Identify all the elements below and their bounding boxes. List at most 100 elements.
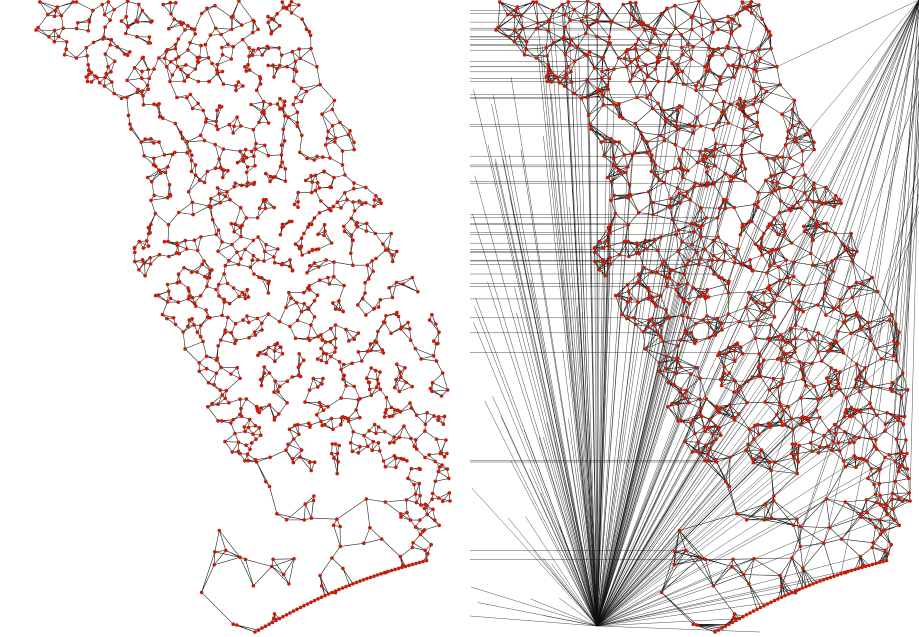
graph-node bbox=[296, 191, 300, 195]
graph-node bbox=[700, 23, 704, 27]
graph-node bbox=[253, 330, 257, 334]
graph-node bbox=[676, 250, 680, 254]
graph-node bbox=[257, 628, 261, 632]
graph-node bbox=[433, 460, 437, 464]
graph-node bbox=[175, 251, 179, 255]
graph-node bbox=[837, 425, 841, 429]
graph-node bbox=[871, 541, 875, 545]
graph-node bbox=[768, 222, 772, 226]
graph-node bbox=[286, 115, 290, 119]
graph-node bbox=[647, 289, 651, 293]
graph-node bbox=[317, 265, 321, 269]
graph-node bbox=[692, 286, 696, 290]
graph-node bbox=[190, 153, 194, 157]
graph-node bbox=[191, 107, 195, 111]
graph-node bbox=[419, 533, 423, 537]
graph-node bbox=[718, 426, 722, 430]
graph-node bbox=[789, 355, 793, 359]
graph-node bbox=[326, 405, 330, 409]
graph-node bbox=[337, 444, 341, 448]
graph-node bbox=[701, 38, 705, 42]
graph-node bbox=[587, 114, 591, 118]
graph-node bbox=[399, 370, 403, 374]
graph-node bbox=[688, 123, 692, 127]
graph-node bbox=[164, 171, 168, 175]
graph-node bbox=[569, 38, 573, 42]
graph-node bbox=[343, 191, 347, 195]
graph-node bbox=[618, 115, 622, 119]
graph-node bbox=[692, 230, 696, 234]
graph-node bbox=[247, 321, 251, 325]
graph-node bbox=[377, 425, 381, 429]
graph-node bbox=[423, 528, 427, 532]
graph-node bbox=[414, 492, 418, 496]
graph-node bbox=[742, 573, 746, 577]
graph-node bbox=[240, 184, 244, 188]
graph-node bbox=[393, 568, 397, 572]
graph-node bbox=[75, 0, 79, 4]
graph-node bbox=[885, 411, 889, 415]
graph-node bbox=[705, 171, 709, 175]
graph-node bbox=[807, 133, 811, 137]
graph-node bbox=[674, 166, 678, 170]
graph-node bbox=[368, 381, 372, 385]
graph-node bbox=[742, 224, 746, 228]
graph-node bbox=[411, 546, 415, 550]
graph-node bbox=[628, 1, 632, 5]
graph-node bbox=[659, 294, 663, 298]
graph-node bbox=[668, 80, 672, 84]
graph-node bbox=[284, 448, 288, 452]
graph-node bbox=[740, 153, 744, 157]
graph-node bbox=[378, 370, 382, 374]
graph-node bbox=[373, 198, 377, 202]
graph-node bbox=[727, 121, 731, 125]
graph-node bbox=[369, 342, 373, 346]
graph-node bbox=[145, 239, 149, 243]
graph-node bbox=[427, 453, 431, 457]
graph-node bbox=[635, 251, 639, 255]
graph-node bbox=[273, 612, 277, 616]
graph-node bbox=[260, 384, 264, 388]
graph-node bbox=[663, 139, 667, 143]
graph-node bbox=[706, 63, 710, 67]
graph-node bbox=[626, 165, 630, 169]
graph-node bbox=[339, 545, 343, 549]
graph-node bbox=[259, 378, 263, 382]
graph-node bbox=[655, 270, 659, 274]
graph-node bbox=[506, 13, 510, 17]
graph-node bbox=[815, 581, 819, 585]
graph-node bbox=[865, 511, 869, 515]
graph-node bbox=[239, 124, 243, 128]
graph-node bbox=[191, 201, 195, 205]
graph-node bbox=[136, 88, 140, 92]
graph-node bbox=[308, 264, 312, 268]
graph-node bbox=[765, 271, 769, 275]
graph-node bbox=[324, 340, 328, 344]
graph-node bbox=[133, 247, 137, 251]
graph-node bbox=[563, 25, 567, 29]
graph-node bbox=[536, 21, 540, 25]
graph-node bbox=[588, 50, 592, 54]
graph-node bbox=[733, 379, 737, 383]
graph-node bbox=[870, 406, 874, 410]
graph-node bbox=[182, 21, 186, 25]
graph-node bbox=[837, 305, 841, 309]
graph-node bbox=[892, 414, 896, 418]
graph-node bbox=[291, 375, 295, 379]
graph-node bbox=[803, 173, 807, 177]
graph-node bbox=[514, 9, 518, 13]
graph-node bbox=[399, 555, 403, 559]
graph-node bbox=[279, 233, 283, 237]
graph-node bbox=[867, 564, 871, 568]
graph-node bbox=[627, 27, 631, 31]
graph-node bbox=[194, 67, 198, 71]
graph-node bbox=[838, 198, 842, 202]
graph-node bbox=[347, 133, 351, 137]
graph-node bbox=[209, 197, 213, 201]
graph-node bbox=[383, 415, 387, 419]
graph-node bbox=[890, 497, 894, 501]
graph-node bbox=[266, 64, 270, 68]
graph-node bbox=[588, 122, 592, 126]
graph-node bbox=[885, 513, 889, 517]
graph-node bbox=[322, 352, 326, 356]
